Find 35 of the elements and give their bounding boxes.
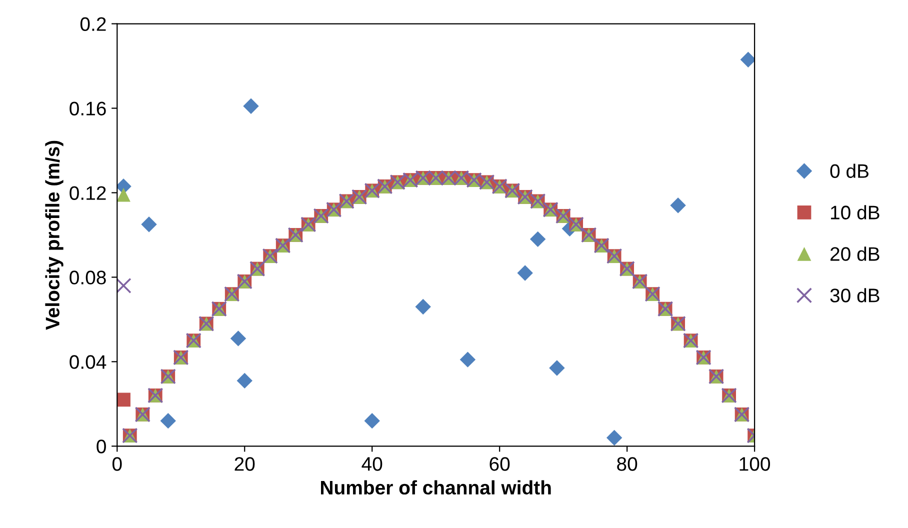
x-tick-label: 20 (234, 457, 255, 471)
point (117, 392, 130, 407)
x-tick-label: 80 (617, 457, 638, 471)
point (364, 412, 380, 429)
x-tick-label: 100 (740, 457, 770, 471)
point (243, 98, 259, 114)
point (117, 278, 132, 294)
y-tick-label: 0.16 (70, 102, 106, 116)
point (141, 216, 157, 232)
point (530, 231, 546, 248)
y-axis-title: Velocity profile (m/s) (45, 140, 64, 330)
legend-label: 10 dB (831, 205, 880, 220)
y-tick-label: 0.04 (70, 355, 106, 369)
point (160, 412, 176, 429)
legend-label: 0 dB (830, 164, 868, 178)
point (230, 330, 246, 346)
point (517, 265, 533, 281)
x-tick-label: 0 (112, 457, 122, 471)
y-tick-label: 0.2 (80, 17, 106, 31)
y-tick-label: 0.08 (70, 270, 106, 284)
point (606, 430, 622, 446)
point (415, 298, 431, 315)
x-axis-title: Number of channal width (321, 480, 551, 495)
point (740, 52, 755, 68)
y-tick-label: 0 (96, 440, 106, 454)
point (117, 188, 130, 202)
point (549, 360, 565, 376)
x-tick-label: 40 (362, 457, 382, 471)
legend-label: 30 dB (830, 288, 880, 302)
legend-label: 20 dB (830, 246, 880, 261)
point (236, 372, 252, 389)
point (670, 198, 686, 214)
x-tick-label: 60 (490, 457, 510, 471)
point (460, 352, 476, 368)
y-tick-label: 0.12 (70, 186, 106, 200)
